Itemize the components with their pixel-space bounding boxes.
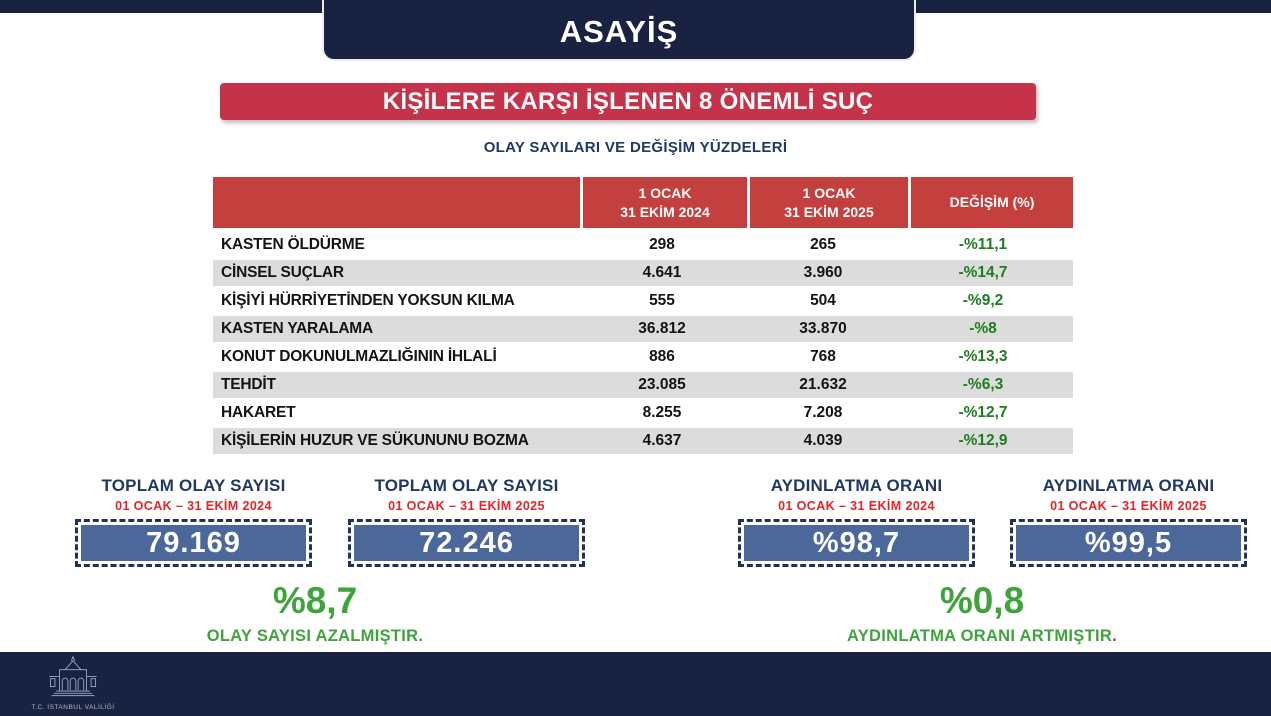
change-cell: -%12,7: [958, 404, 1008, 421]
value-2025-cell: 504: [810, 292, 836, 309]
table-row: HAKARET 8.255 7.208 -%12,7: [213, 400, 1073, 426]
crime-name-cell: KASTEN YARALAMA: [221, 320, 374, 337]
value-2024-cell: 36.812: [638, 320, 686, 337]
highlight-percent: %8,7: [272, 580, 358, 621]
crime-name-cell: KİŞİLERİN HUZUR VE SÜKUNUNU BOZMA: [221, 432, 529, 449]
stat-value: 79.169: [81, 525, 306, 561]
valilik-building-icon: [49, 655, 97, 697]
highlight-incident-decrease: %8,7 OLAY SAYISI AZALMIŞTIR.: [145, 582, 485, 646]
logo-caption: T.C. İSTANBUL VALİLİĞİ: [31, 704, 115, 711]
table-row: KASTEN YARALAMA 36.812 33.870 -%8: [213, 316, 1073, 342]
column-header-change: DEĞİŞİM (%): [911, 177, 1073, 228]
crime-name-cell: HAKARET: [221, 404, 296, 421]
page-title: ASAYİŞ: [559, 13, 679, 49]
highlight-label-period: .: [1112, 627, 1117, 645]
value-2025-cell: 768: [810, 348, 836, 365]
table-row: KASTEN ÖLDÜRME 298 265 -%11,1: [213, 232, 1073, 258]
table-row: CİNSEL SUÇLAR 4.641 3.960 -%14,7: [213, 260, 1073, 286]
table-header-row: 1 OCAK 31 EKİM 2024 1 OCAK 31 EKİM 2025 …: [213, 177, 1073, 228]
table-row: KONUT DOKUNULMAZLIĞININ İHLALİ 886 768 -…: [213, 344, 1073, 370]
highlight-label: OLAY SAYISI AZALMIŞTIR.: [206, 627, 424, 645]
crime-name-cell: TEHDİT: [221, 376, 276, 393]
stat-title: AYDINLATMA ORANI: [770, 476, 943, 495]
value-2024-cell: 886: [649, 348, 675, 365]
stat-value-box: %99,5: [1010, 519, 1247, 567]
stat-value: 72.246: [354, 525, 579, 561]
change-cell: -%6,3: [962, 376, 1004, 393]
value-2025-cell: 21.632: [799, 376, 847, 393]
istanbul-valiligi-logo: T.C. İSTANBUL VALİLİĞİ: [30, 655, 116, 711]
value-2024-cell: 23.085: [638, 376, 686, 393]
value-2024-cell: 8.255: [642, 404, 682, 421]
value-2024-cell: 298: [649, 236, 675, 253]
table-row: TEHDİT 23.085 21.632 -%6,3: [213, 372, 1073, 398]
stat-value-box: 72.246: [348, 519, 585, 567]
change-cell: -%14,7: [958, 264, 1008, 281]
change-cell: -%11,1: [958, 236, 1008, 253]
section-banner: KİŞİLERE KARŞI İŞLENEN 8 ÖNEMLİ SUÇ: [220, 83, 1036, 120]
highlight-percent: %0,8: [939, 580, 1025, 621]
change-cell: -%12,9: [958, 432, 1008, 449]
change-cell: -%9,2: [962, 292, 1004, 309]
value-2025-cell: 7.208: [803, 404, 843, 421]
column-header-crime: [213, 177, 580, 228]
stat-period: 01 OCAK – 31 EKİM 2024: [115, 499, 272, 513]
value-2025-cell: 33.870: [799, 320, 847, 337]
stat-total-2025: TOPLAM OLAY SAYISI 01 OCAK – 31 EKİM 202…: [348, 476, 585, 567]
column-header-2025: 1 OCAK 31 EKİM 2025: [750, 177, 908, 228]
stat-title: AYDINLATMA ORANI: [1042, 476, 1215, 495]
footer-bar: T.C. İSTANBUL VALİLİĞİ: [0, 652, 1271, 716]
crime-name-cell: KİŞİYİ HÜRRİYETİNDEN YOKSUN KILMA: [221, 292, 515, 309]
crime-name-cell: KASTEN ÖLDÜRME: [221, 236, 365, 253]
change-cell: -%13,3: [958, 348, 1008, 365]
stat-period: 01 OCAK – 31 EKİM 2025: [1050, 499, 1207, 513]
stat-clearance-2025: AYDINLATMA ORANI 01 OCAK – 31 EKİM 2025 …: [1010, 476, 1247, 567]
stat-period: 01 OCAK – 31 EKİM 2024: [778, 499, 935, 513]
stat-title: TOPLAM OLAY SAYISI: [374, 476, 559, 495]
stat-value: %98,7: [744, 525, 969, 561]
stat-period: 01 OCAK – 31 EKİM 2025: [388, 499, 545, 513]
value-2024-cell: 555: [649, 292, 675, 309]
stat-clearance-2024: AYDINLATMA ORANI 01 OCAK – 31 EKİM 2024 …: [738, 476, 975, 567]
value-2025-cell: 3.960: [803, 264, 843, 281]
crime-name-cell: KONUT DOKUNULMAZLIĞININ İHLALİ: [221, 348, 497, 365]
value-2025-cell: 265: [810, 236, 836, 253]
crime-stats-table: 1 OCAK 31 EKİM 2024 1 OCAK 31 EKİM 2025 …: [213, 177, 1073, 456]
page-title-tab: ASAYİŞ: [322, 0, 916, 61]
table-row: KİŞİYİ HÜRRİYETİNDEN YOKSUN KILMA 555 50…: [213, 288, 1073, 314]
stat-value-box: 79.169: [75, 519, 312, 567]
crime-name-cell: CİNSEL SUÇLAR: [221, 264, 344, 281]
stat-value-box: %98,7: [738, 519, 975, 567]
column-header-2024: 1 OCAK 31 EKİM 2024: [583, 177, 747, 228]
value-2025-cell: 4.039: [803, 432, 843, 449]
highlight-label: AYDINLATMA ORANI ARTMIŞTIR.: [847, 627, 1117, 645]
table-subtitle: OLAY SAYILARI VE DEĞİŞİM YÜZDELERİ: [483, 139, 788, 156]
stat-total-2024: TOPLAM OLAY SAYISI 01 OCAK – 31 EKİM 202…: [75, 476, 312, 567]
change-cell: -%8: [969, 320, 997, 337]
table-row: KİŞİLERİN HUZUR VE SÜKUNUNU BOZMA 4.637 …: [213, 428, 1073, 454]
value-2024-cell: 4.641: [642, 264, 682, 281]
table-body: KASTEN ÖLDÜRME 298 265 -%11,1 CİNSEL SUÇ…: [213, 232, 1073, 454]
value-2024-cell: 4.637: [642, 432, 682, 449]
stat-value: %99,5: [1016, 525, 1241, 561]
stat-title: TOPLAM OLAY SAYISI: [101, 476, 286, 495]
highlight-clearance-increase: %0,8 AYDINLATMA ORANI ARTMIŞTIR.: [812, 582, 1152, 646]
